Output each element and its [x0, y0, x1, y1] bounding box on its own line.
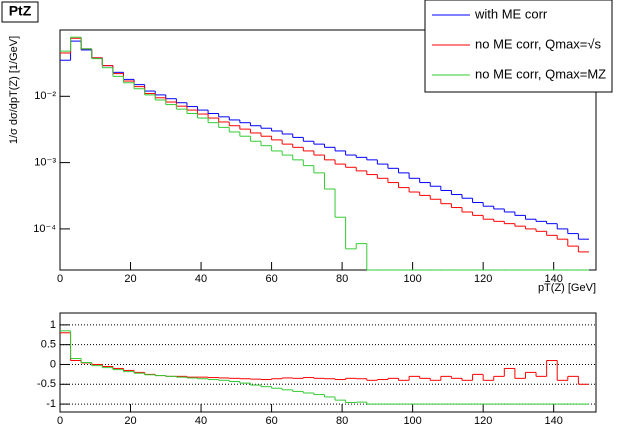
title-box [1, 1, 39, 23]
x-tick-label: 80 [336, 273, 348, 285]
x-tick-label: 0 [57, 415, 63, 426]
x-tick-label: 40 [195, 415, 207, 426]
x-tick-label: 120 [474, 415, 492, 426]
x-tick-label: 100 [403, 415, 421, 426]
legend-label: no ME corr, Qmax=MZ [475, 66, 606, 81]
x-tick-label: 20 [124, 273, 136, 285]
plot-area [60, 330, 589, 405]
plot-area [60, 36, 589, 271]
legend-label: no ME corr, Qmax=√s [475, 36, 601, 51]
y-tick-label: 10⁻³ [34, 157, 56, 169]
y-tick-label: 10⁻² [34, 90, 56, 102]
x-tick-label: 140 [545, 415, 563, 426]
plot-frame [59, 312, 597, 413]
x-tick-label: 60 [265, 273, 277, 285]
y-tick-label: 1 [50, 319, 56, 331]
x-tick-label: 40 [195, 273, 207, 285]
y-tick-label: 0 [50, 358, 56, 370]
x-tick-label: 100 [403, 273, 421, 285]
y-tick-label: 0.5 [41, 339, 56, 351]
y-axis-label: 1/σ dσ/dpT(Z) [1/GeV] [8, 36, 20, 144]
x-tick-label: 0 [57, 273, 63, 285]
plot-frame [59, 29, 597, 271]
x-axis-label: pT(Z) [GeV] [538, 282, 596, 294]
y-tick-label: -1 [46, 398, 56, 410]
y-tick-label: 10⁻⁴ [33, 223, 56, 235]
chart-title: PtZ [9, 3, 32, 19]
x-tick-label: 80 [336, 415, 348, 426]
y-tick-label: -0.5 [37, 378, 56, 390]
legend-label: with ME corr [474, 6, 548, 21]
x-tick-label: 120 [474, 273, 492, 285]
x-tick-label: 140 [545, 273, 563, 285]
x-tick-label: 60 [265, 415, 277, 426]
x-tick-label: 20 [124, 415, 136, 426]
